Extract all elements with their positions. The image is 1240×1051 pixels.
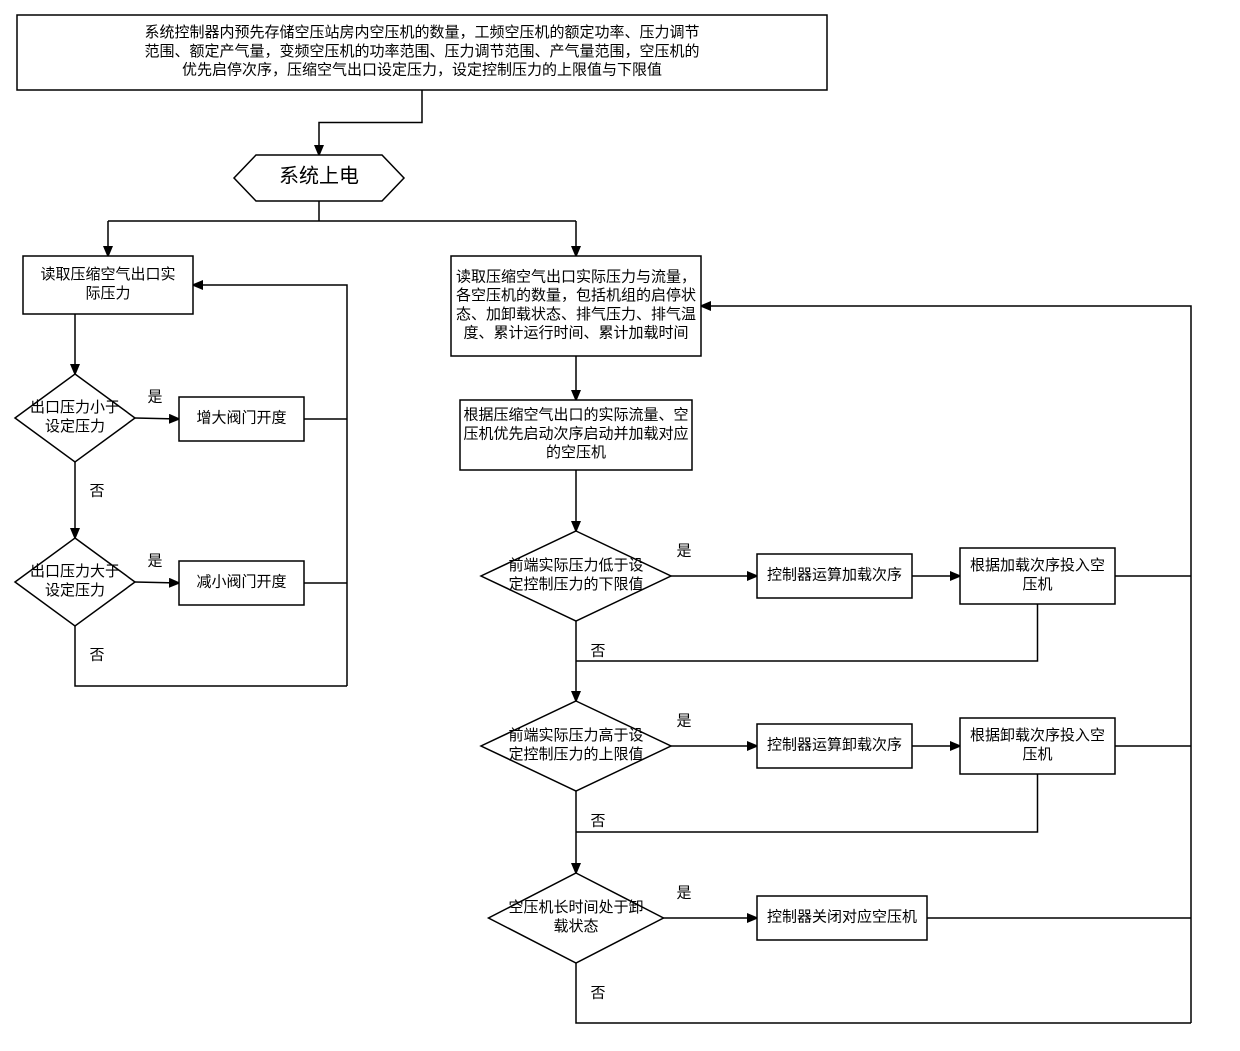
svg-text:态、加卸载状态、排气压力、排气温: 态、加卸载状态、排气压力、排气温 (456, 306, 696, 323)
svg-text:的空压机: 的空压机 (546, 444, 606, 461)
edge-label-d2yes: 是 (147, 553, 162, 569)
svg-text:际压力: 际压力 (85, 285, 130, 302)
svg-text:减小阀门开度: 减小阀门开度 (196, 573, 286, 590)
svg-text:出口压力小于: 出口压力小于 (30, 399, 120, 416)
svg-text:根据卸载次序投入空: 根据卸载次序投入空 (970, 727, 1105, 744)
svg-text:优先启停次序，压缩空气出口设定压力，设定控制压力的上限值与下: 优先启停次序，压缩空气出口设定压力，设定控制压力的上限值与下限值 (182, 62, 662, 79)
svg-text:出口压力大于: 出口压力大于 (30, 563, 120, 580)
edge-label-d3yes: 是 (676, 543, 691, 559)
edge-label-d4no: 否 (590, 813, 605, 829)
edge-label-d1yes: 是 (147, 389, 162, 405)
svg-text:范围、额定产气量，变频空压机的功率范围、压力调节范围、产气量: 范围、额定产气量，变频空压机的功率范围、压力调节范围、产气量范围，空压机的 (144, 43, 699, 60)
flowchart-canvas: 系统控制器内预先存储空压站房内空压机的数量，工频空压机的额定功率、压力调节范围、… (0, 0, 1240, 1051)
edge-label-d5yes: 是 (676, 885, 691, 901)
edge-label-d1no: 否 (89, 483, 104, 499)
svg-text:控制器运算卸载次序: 控制器运算卸载次序 (767, 735, 902, 753)
svg-text:控制器关闭对应空压机: 控制器关闭对应空压机 (767, 907, 917, 925)
edge-label-d4yes: 是 (676, 713, 691, 729)
svg-text:空压机长时间处于卸: 空压机长时间处于卸 (508, 899, 643, 916)
svg-text:压机优先启动次序启动并加载对应: 压机优先启动次序启动并加载对应 (463, 424, 688, 442)
svg-text:设定压力: 设定压力 (45, 582, 105, 599)
edge-label-d3no: 否 (590, 643, 605, 659)
edge-label-d5no: 否 (590, 985, 605, 1001)
svg-text:设定压力: 设定压力 (45, 418, 105, 435)
svg-text:读取压缩空气出口实: 读取压缩空气出口实 (40, 266, 175, 283)
svg-text:系统上电: 系统上电 (279, 165, 359, 188)
svg-text:根据压缩空气出口的实际流量、空: 根据压缩空气出口的实际流量、空 (463, 407, 688, 424)
svg-text:各空压机的数量，包括机组的启停状: 各空压机的数量，包括机组的启停状 (456, 287, 696, 304)
svg-text:增大阀门开度: 增大阀门开度 (196, 409, 286, 426)
svg-text:定控制压力的下限值: 定控制压力的下限值 (508, 576, 643, 593)
svg-text:定控制压力的上限值: 定控制压力的上限值 (508, 746, 643, 763)
svg-text:度、累计运行时间、累计加载时间: 度、累计运行时间、累计加载时间 (463, 325, 688, 342)
svg-text:控制器运算加载次序: 控制器运算加载次序 (767, 565, 902, 583)
svg-text:压机: 压机 (1022, 576, 1052, 593)
svg-text:前端实际压力低于设: 前端实际压力低于设 (508, 557, 643, 574)
svg-text:前端实际压力高于设: 前端实际压力高于设 (508, 727, 643, 744)
svg-text:读取压缩空气出口实际压力与流量，: 读取压缩空气出口实际压力与流量， (456, 268, 696, 285)
svg-text:载状态: 载状态 (553, 918, 598, 935)
svg-text:根据加载次序投入空: 根据加载次序投入空 (970, 557, 1105, 574)
svg-text:压机: 压机 (1022, 746, 1052, 763)
svg-text:系统控制器内预先存储空压站房内空压机的数量，工频空压机的额定: 系统控制器内预先存储空压站房内空压机的数量，工频空压机的额定功率、压力调节 (144, 24, 699, 41)
edge-label-d2no: 否 (89, 647, 104, 663)
